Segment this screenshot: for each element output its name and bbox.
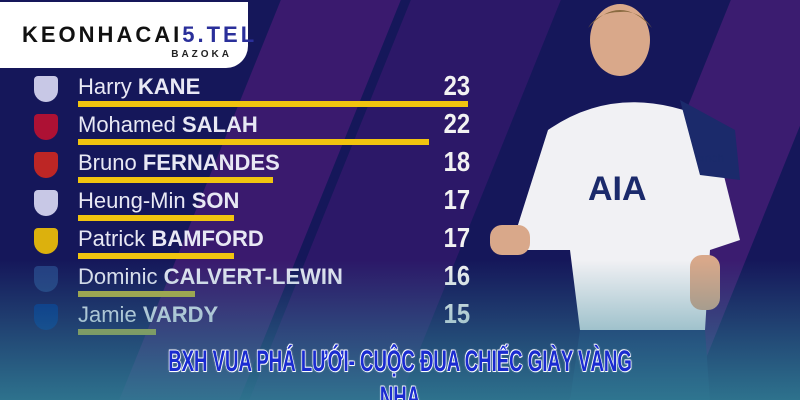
player-name: Harry KANE (78, 74, 201, 99)
goal-bar (78, 215, 234, 221)
club-crest-icon (34, 190, 58, 216)
jersey-sleeve: cinch (696, 151, 724, 165)
goal-count: 22 (443, 108, 470, 139)
logo-accent: 5.TEL (182, 22, 258, 47)
scorer-row: Patrick BAMFORD 17 (0, 222, 480, 262)
club-crest-icon (34, 114, 58, 140)
goal-bar (78, 253, 234, 259)
player-name: Bruno FERNANDES (78, 150, 280, 175)
club-crest-icon (34, 76, 58, 102)
bottom-gradient (0, 260, 800, 400)
player-name: Patrick BAMFORD (78, 226, 264, 251)
scorer-row: Bruno FERNANDES 18 (0, 146, 480, 186)
jersey-sponsor: AIA (588, 170, 647, 208)
goal-count: 17 (443, 184, 470, 215)
goal-count: 18 (443, 146, 470, 177)
scorer-row: Mohamed SALAH 22 (0, 108, 480, 148)
scorer-row: Heung-Min SON 17 (0, 184, 480, 224)
logo-subtitle: BAZOKA (171, 49, 232, 60)
goal-count: 17 (443, 222, 470, 253)
goal-count: 23 (443, 70, 470, 101)
club-crest-icon (34, 228, 58, 254)
logo-text: KEONHACAI (22, 22, 183, 47)
player-name: Heung-Min SON (78, 188, 240, 213)
club-crest-icon (34, 152, 58, 178)
headline: BXH VUA PHÁ LƯỚI- CUỘC ĐUA CHIẾC GIÀY VÀ… (168, 344, 633, 400)
scorer-row: Harry KANE 23 (0, 70, 480, 110)
goal-bar (78, 101, 468, 107)
goal-bar (78, 177, 273, 183)
player-name: Mohamed SALAH (78, 112, 258, 137)
goal-bar (78, 139, 429, 145)
site-logo[interactable]: KEONHACAI5.TEL BAZOKA (0, 2, 254, 68)
